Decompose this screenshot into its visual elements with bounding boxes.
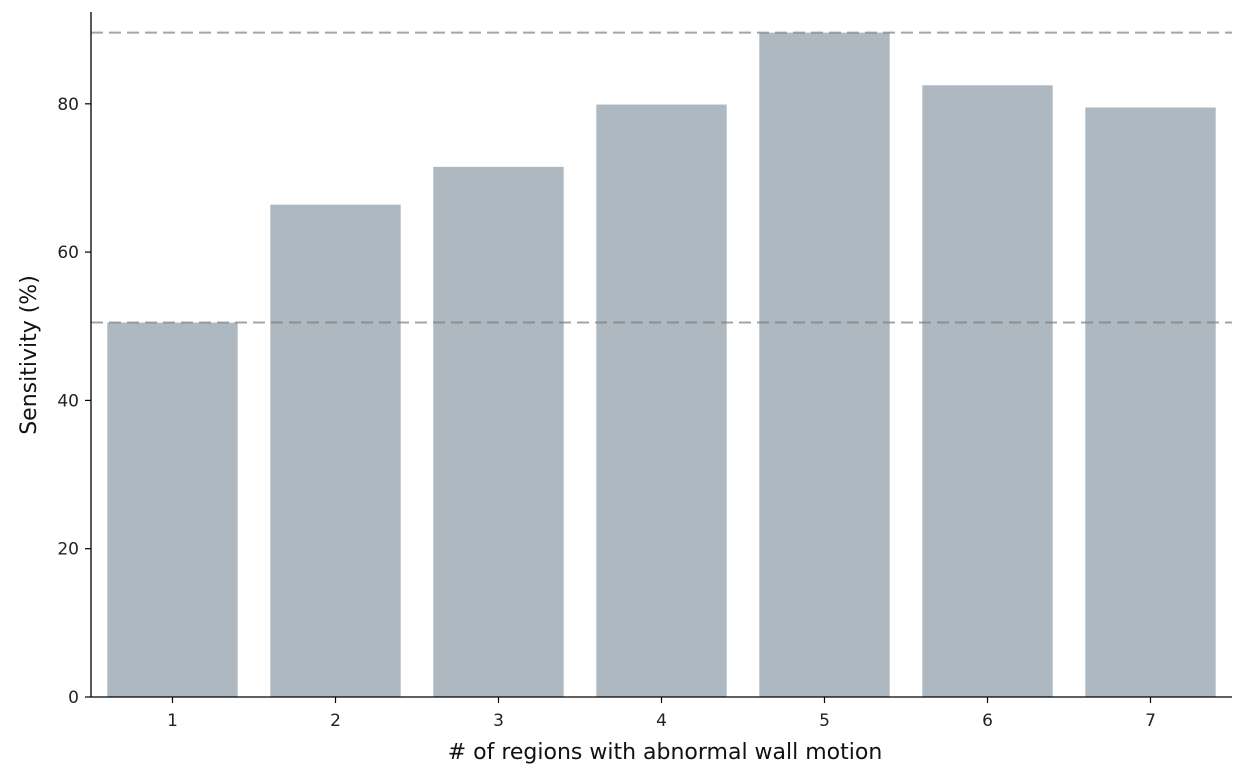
y-tick-label: 80	[57, 95, 79, 115]
reference-lines-group	[91, 31, 1232, 324]
y-ticks-group: 0 20 40 60 80	[57, 95, 91, 708]
x-axis-label: # of regions with abnormal wall motion	[448, 740, 883, 765]
x-tick-label: 3	[493, 711, 504, 731]
bar-4	[596, 104, 727, 698]
y-tick-label: 40	[57, 391, 79, 411]
y-tick-label: 0	[68, 688, 79, 708]
x-tick-label: 1	[167, 711, 178, 731]
x-ticks-group: 1 2 3 4 5 6 7	[167, 697, 1156, 731]
bars-group	[107, 32, 1216, 698]
bar-5	[759, 32, 890, 697]
bar-6	[922, 85, 1053, 697]
bar-7	[1085, 107, 1216, 697]
x-tick-label: 5	[819, 711, 830, 731]
x-tick-label: 7	[1145, 711, 1156, 731]
x-tick-label: 4	[656, 711, 667, 731]
bar-2	[270, 204, 401, 697]
x-tick-label: 2	[330, 711, 341, 731]
bar-1	[107, 322, 238, 697]
bar-3	[433, 166, 564, 698]
x-tick-label: 6	[982, 711, 993, 731]
y-tick-label: 20	[57, 540, 79, 560]
y-axis-label: Sensitivity (%)	[17, 275, 42, 435]
y-tick-label: 60	[57, 243, 79, 263]
